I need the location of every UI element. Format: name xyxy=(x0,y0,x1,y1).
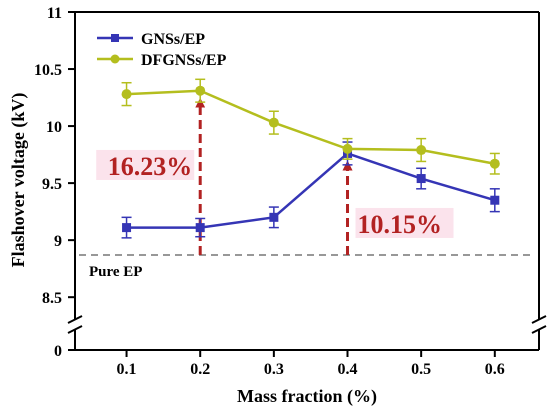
x-tick-label: 0.6 xyxy=(485,361,505,378)
data-point xyxy=(416,145,427,156)
data-point xyxy=(195,223,205,233)
y-tick-label: 11 xyxy=(47,5,62,22)
right-axis-break-mark-upper xyxy=(531,315,547,324)
y-tick-label-zero: 0 xyxy=(54,343,62,360)
series-line xyxy=(126,152,496,229)
x-axis-label: Mass fraction (%) xyxy=(237,386,377,407)
improvement-annotations: 16.23% 10.15% xyxy=(96,97,454,255)
pure-ep-label: Pure EP xyxy=(89,264,142,280)
legend-marker-dfgnss-ep xyxy=(110,54,120,64)
legend-label-gnss-ep: GNSs/EP xyxy=(141,31,205,48)
legend: GNSs/EP DFGNSs/EP xyxy=(97,31,227,69)
axes xyxy=(67,11,547,351)
series-line xyxy=(126,89,496,165)
data-point xyxy=(121,89,132,100)
y-tick-label: 10 xyxy=(46,119,62,136)
y-tick-label: 9.5 xyxy=(42,176,62,193)
legend-label-dfgnss-ep: DFGNSs/EP xyxy=(141,52,227,69)
y-tick-label: 8.5 xyxy=(42,290,62,307)
y-axis-break-mark-lower xyxy=(67,325,83,334)
data-point xyxy=(269,212,279,222)
annotation-label: 10.15% xyxy=(358,210,443,239)
data-point xyxy=(195,85,206,96)
data-series xyxy=(121,78,500,239)
y-tick-label: 9 xyxy=(54,233,62,250)
x-tick-label: 0.5 xyxy=(411,361,431,378)
x-tick-label: 0.4 xyxy=(338,361,358,378)
x-tick-label: 0.1 xyxy=(117,361,137,378)
x-axis-ticks: 0.1 0.2 0.3 0.4 0.5 0.6 xyxy=(117,350,505,378)
x-tick-label: 0.2 xyxy=(190,361,210,378)
data-point xyxy=(490,195,500,205)
data-point xyxy=(489,158,500,169)
y-axis-break-mark-upper xyxy=(67,315,83,324)
data-point xyxy=(342,143,353,154)
annotation-label: 16.23% xyxy=(108,152,193,181)
data-point xyxy=(416,174,426,184)
annotation-label-background xyxy=(96,149,195,180)
y-tick-label: 10.5 xyxy=(34,62,62,79)
right-axis-break-mark-lower xyxy=(531,325,547,334)
annotation-label-background xyxy=(355,207,454,238)
data-point xyxy=(268,117,279,128)
y-axis-label: Flashover voltage (kV) xyxy=(8,93,29,268)
data-point xyxy=(122,223,132,233)
y-axis-ticks: 8.5 9 9.5 10 10.5 11 xyxy=(34,5,75,307)
legend-marker-gnss-ep xyxy=(111,34,119,42)
x-tick-label: 0.3 xyxy=(264,361,284,378)
